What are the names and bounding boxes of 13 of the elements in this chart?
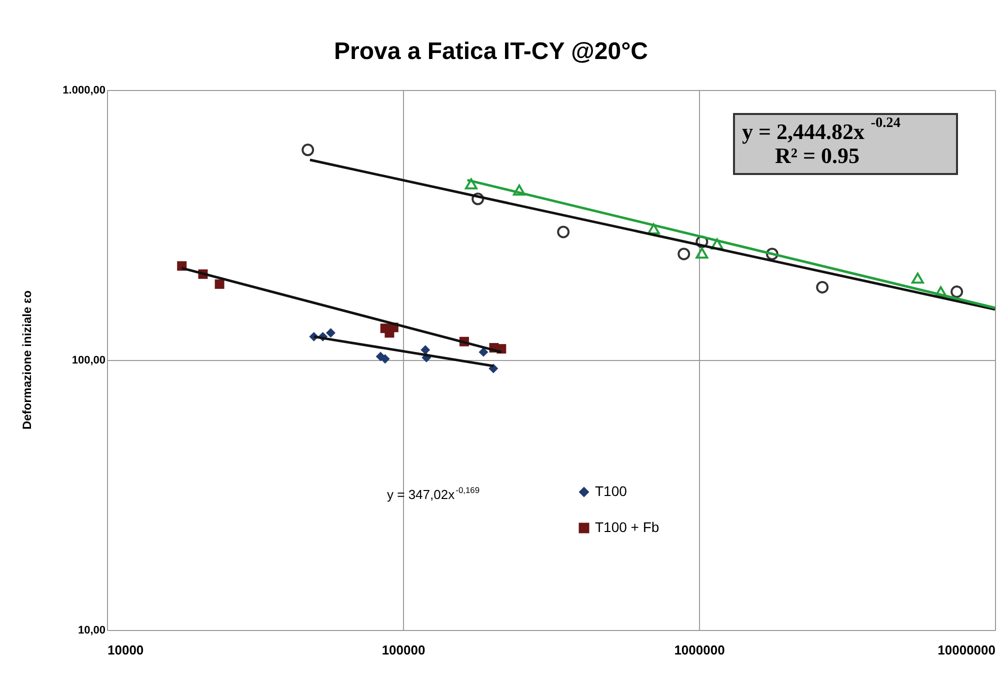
legend-label: T100 <box>595 483 628 499</box>
y-tick-label: 10,00 <box>78 624 106 636</box>
y-tick-label: 100,00 <box>72 354 106 366</box>
x-tick-label: 100000 <box>382 642 426 658</box>
y-tick-label: 1.000,00 <box>62 84 106 96</box>
x-tick-label: 10000000 <box>938 642 996 658</box>
x-tick-label: 1000000 <box>674 642 725 658</box>
y-axis-title: Deformazione iniziale εo <box>20 290 34 430</box>
x-tick-label: 10000 <box>108 642 144 658</box>
legend-label: T100 + Fb <box>595 519 660 535</box>
chart-title: Prova a Fatica IT-CY @20°C <box>334 38 648 65</box>
annotation: y = 2,444.82x-0.24 <box>742 115 900 144</box>
annotation: R² = 0.95 <box>775 143 860 168</box>
